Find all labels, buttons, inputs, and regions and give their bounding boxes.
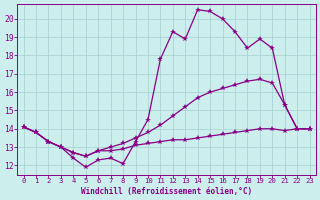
X-axis label: Windchill (Refroidissement éolien,°C): Windchill (Refroidissement éolien,°C) bbox=[81, 187, 252, 196]
